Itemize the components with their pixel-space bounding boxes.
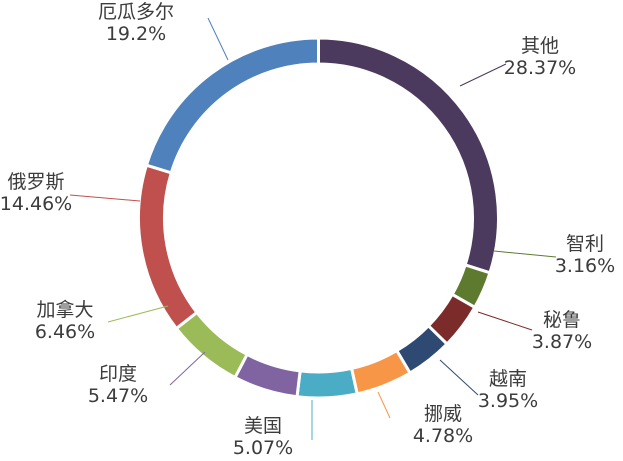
leader-lines — [69, 17, 557, 440]
slice-value-label: 28.37% — [504, 57, 576, 79]
slice-category-label: 厄瓜多尔 — [98, 1, 174, 23]
slice-value-label: 3.87% — [532, 331, 592, 353]
leader-line-7 — [169, 351, 206, 386]
slice-value-label: 3.95% — [478, 390, 538, 412]
slice-category-label: 越南 — [489, 368, 527, 390]
leader-line-3 — [477, 311, 533, 331]
slice-category-label: 美国 — [244, 415, 282, 437]
donut-slices — [137, 36, 500, 400]
slice-value-label: 5.07% — [233, 437, 293, 459]
slice-category-label: 秘鲁 — [543, 309, 581, 331]
slice-value-label: 5.47% — [88, 385, 148, 407]
leader-line-9 — [69, 194, 141, 202]
slice-category-label: 其他 — [521, 35, 559, 57]
slice-10 — [144, 36, 320, 175]
slice-6 — [295, 366, 359, 400]
slice-category-label: 俄罗斯 — [7, 171, 64, 193]
slice-value-label: 4.78% — [413, 425, 473, 447]
slice-value-label: 14.46% — [0, 193, 72, 215]
slice-category-label: 印度 — [99, 363, 137, 385]
slice-value-label: 6.46% — [35, 321, 95, 343]
leader-line-5 — [377, 391, 391, 419]
slice-value-label: 19.2% — [106, 23, 166, 45]
leader-line-1 — [459, 63, 507, 87]
slice-category-label: 挪威 — [424, 403, 462, 425]
leader-line-2 — [493, 250, 557, 258]
slice-value-label: 3.16% — [555, 255, 615, 277]
leader-line-4 — [439, 359, 479, 396]
slice-category-label: 加拿大 — [36, 298, 93, 321]
slice-9 — [137, 163, 199, 331]
slice-category-label: 智利 — [566, 233, 604, 255]
leader-line-10 — [207, 17, 229, 61]
slice-8 — [174, 310, 250, 380]
leader-line-8 — [107, 305, 169, 323]
slice-1 — [317, 36, 500, 275]
slice-5 — [349, 348, 413, 396]
